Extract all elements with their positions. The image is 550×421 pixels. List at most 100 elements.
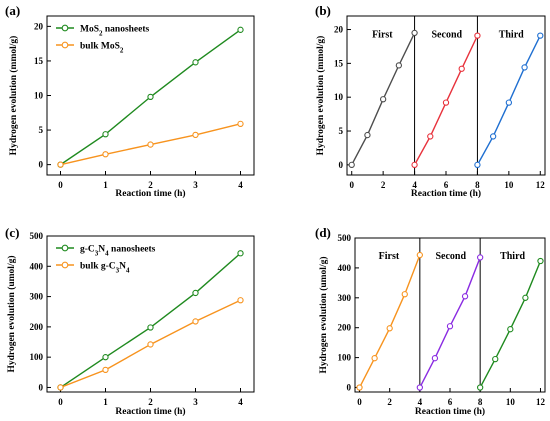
x-tick-label: 3 <box>193 397 198 407</box>
legend-text-part: MoS <box>80 25 99 35</box>
x-tick-label: 2 <box>387 397 392 407</box>
data-point <box>356 384 363 391</box>
data-point <box>416 384 423 391</box>
legend-entry: g-C3N4 nanosheets <box>80 245 156 258</box>
y-axis-title: Hydrogen evolution (mmol/g) <box>315 36 326 156</box>
y-tick-label: 20 <box>334 25 344 35</box>
y-tick-label: 100 <box>338 353 352 363</box>
run-annotation: First <box>372 30 393 41</box>
data-point <box>477 254 484 261</box>
x-tick-label: 4 <box>238 180 243 190</box>
data-point <box>474 161 481 169</box>
y-axis-title: Hydrogen evolution (mmol/g) <box>8 36 19 156</box>
x-tick-label: 8 <box>475 180 480 190</box>
legend-text-part: N <box>98 245 105 255</box>
data-point <box>522 294 529 301</box>
data-point <box>507 326 514 333</box>
data-point <box>147 341 154 348</box>
data-point <box>102 366 109 374</box>
data-point <box>537 257 544 265</box>
y-tick-label: 0 <box>339 160 344 170</box>
data-point <box>237 250 244 257</box>
chart-panel-2: (b) 0 2 4 6 8 10 12 0 5 10 15 20 Reaction time (h) Hyd… <box>315 3 546 199</box>
y-tick-label: 300 <box>30 292 44 302</box>
data-point <box>147 93 154 101</box>
data-point <box>521 64 528 71</box>
legend-text-part: g-C <box>80 245 95 255</box>
data-point <box>505 99 513 106</box>
legend-text-part: N <box>119 262 126 272</box>
x-tick-label: 10 <box>504 180 514 190</box>
y-tick-label: 0 <box>347 383 352 393</box>
x-axis-title: Reaction time (h) <box>115 188 185 199</box>
x-tick-label: 4 <box>412 180 417 190</box>
data-point <box>386 325 393 332</box>
legend-text-part: nanosheets <box>109 245 156 255</box>
legend-entry: bulk g-C3N4 <box>80 262 130 275</box>
data-point <box>192 59 199 66</box>
data-point <box>348 161 355 169</box>
run-annotation: Second <box>435 251 466 262</box>
x-tick-label: 4 <box>238 397 243 407</box>
data-point <box>427 133 434 140</box>
x-tick-label: 2 <box>148 180 153 190</box>
run-annotation: Third <box>499 30 524 41</box>
plot-frame <box>46 235 255 393</box>
data-point <box>537 32 544 39</box>
y-tick-label: 200 <box>338 323 352 333</box>
data-point <box>461 293 469 300</box>
x-tick-label: 0 <box>58 397 63 407</box>
y-tick-label: 5 <box>339 126 344 136</box>
x-tick-label: 6 <box>448 397 453 407</box>
data-point <box>364 131 371 139</box>
x-tick-label: 4 <box>418 397 423 407</box>
series-line <box>358 254 421 388</box>
series-line <box>419 257 481 388</box>
panel-label: (d) <box>315 225 331 240</box>
data-point <box>102 151 109 158</box>
y-tick-label: 15 <box>34 56 44 66</box>
y-tick-label: 300 <box>338 293 352 303</box>
legend-subscript: 4 <box>126 267 130 275</box>
data-point <box>237 120 244 127</box>
x-tick-label: 10 <box>506 397 516 407</box>
x-tick-label: 0 <box>58 180 63 190</box>
run-annotation: First <box>379 251 400 262</box>
run-annotation: Third <box>500 251 525 262</box>
y-tick-label: 0 <box>39 382 44 392</box>
legend-text-part: nanosheets <box>103 25 150 35</box>
data-point <box>446 323 454 330</box>
series-line <box>479 260 542 388</box>
x-axis-title: Reaction time (h) <box>115 406 185 417</box>
x-tick-label: 6 <box>444 180 449 190</box>
y-tick-label: 0 <box>39 160 44 170</box>
legend-entry: bulk MoS2 <box>80 42 124 55</box>
legend-text-part: bulk MoS <box>80 42 120 52</box>
y-axis-title: Hydrogen evolution (umol/g) <box>6 256 17 373</box>
data-point <box>102 354 109 361</box>
legend-marker <box>61 244 69 252</box>
x-tick-label: 3 <box>193 180 198 190</box>
data-point <box>442 99 450 106</box>
y-axis-title: Hydrogen evolution (umol/g) <box>318 257 329 374</box>
data-point <box>395 62 403 69</box>
legend-marker <box>61 41 69 49</box>
data-point <box>458 65 465 72</box>
x-axis-title: Reaction time (h) <box>411 188 481 199</box>
data-point <box>477 384 484 391</box>
data-point <box>57 384 64 391</box>
x-tick-label: 2 <box>381 180 386 190</box>
y-tick-label: 500 <box>30 231 44 241</box>
y-tick-label: 100 <box>30 352 44 362</box>
y-tick-label: 20 <box>34 21 44 31</box>
x-tick-label: 1 <box>103 180 108 190</box>
legend-subscript: 2 <box>99 30 103 38</box>
data-point <box>411 29 418 37</box>
legend-subscript: 2 <box>120 47 124 55</box>
data-point <box>431 355 439 362</box>
series-line <box>60 252 241 389</box>
x-tick-label: 8 <box>478 397 483 407</box>
legend-subscript: 4 <box>105 250 109 258</box>
